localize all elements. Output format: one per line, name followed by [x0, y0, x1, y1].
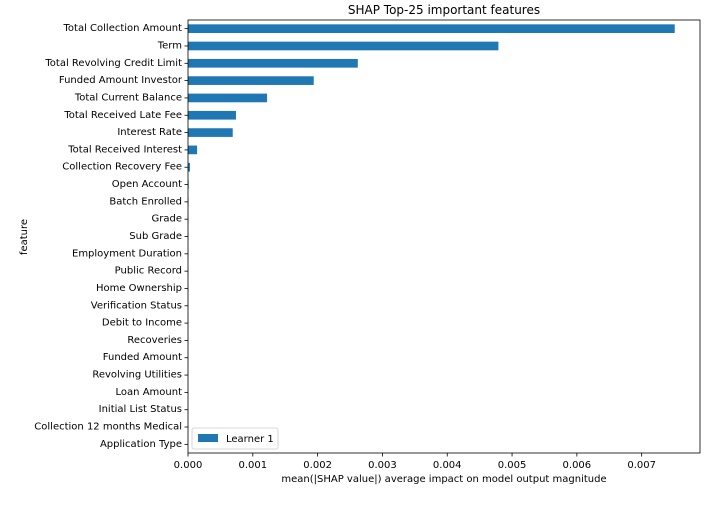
legend-label: Learner 1 [226, 434, 274, 445]
x-tick-label: 0.007 [627, 460, 656, 471]
y-tick-label: Employment Duration [72, 248, 182, 259]
bar [188, 24, 675, 33]
y-tick-label: Funded Amount [103, 352, 182, 363]
y-tick-label: Recoveries [127, 335, 182, 346]
legend: Learner 1 [192, 428, 278, 449]
y-tick-label: Total Received Interest [67, 144, 182, 155]
bar [188, 94, 267, 103]
bar [188, 76, 314, 85]
y-tick-label: Verification Status [91, 300, 182, 311]
y-tick-label: Term [157, 40, 182, 51]
x-tick-label: 0.003 [368, 460, 397, 471]
y-tick-label: Total Revolving Credit Limit [44, 58, 182, 69]
y-tick-label: Open Account [112, 179, 182, 190]
y-tick-label: Total Received Late Fee [63, 110, 182, 121]
x-tick-label: 0.006 [563, 460, 592, 471]
bar [188, 42, 498, 51]
y-tick-label: Total Collection Amount [63, 23, 183, 34]
x-tick-label: 0.005 [498, 460, 527, 471]
y-tick-label: Revolving Utilities [92, 370, 182, 381]
x-tick-label: 0.000 [174, 460, 203, 471]
y-tick-label: Debit to Income [102, 318, 182, 329]
x-tick-label: 0.002 [303, 460, 332, 471]
y-tick-label: Interest Rate [117, 127, 182, 138]
bar [188, 59, 358, 68]
bar [188, 146, 197, 155]
bar [188, 111, 236, 120]
y-tick-label: Sub Grade [129, 231, 182, 242]
legend-swatch [198, 434, 218, 442]
y-tick-label: Loan Amount [116, 387, 183, 398]
y-axis-label: feature [19, 219, 30, 255]
chart-title: SHAP Top-25 important features [348, 3, 540, 17]
y-tick-label: Grade [152, 214, 183, 225]
y-tick-label: Collection 12 months Medical [34, 422, 182, 433]
y-tick-label: Home Ownership [96, 283, 182, 294]
y-tick-label: Batch Enrolled [109, 196, 182, 207]
y-tick-label: Collection Recovery Fee [62, 162, 182, 173]
y-tick-label: Initial List Status [99, 404, 182, 415]
x-axis-label: mean(|SHAP value|) average impact on mod… [281, 474, 606, 485]
y-tick-label: Total Current Balance [74, 92, 182, 103]
x-tick-label: 0.001 [238, 460, 267, 471]
y-tick-label: Funded Amount Investor [59, 75, 183, 86]
x-tick-label: 0.004 [433, 460, 462, 471]
y-tick-label: Application Type [100, 439, 182, 450]
bar [188, 128, 233, 137]
y-tick-label: Public Record [115, 266, 182, 277]
